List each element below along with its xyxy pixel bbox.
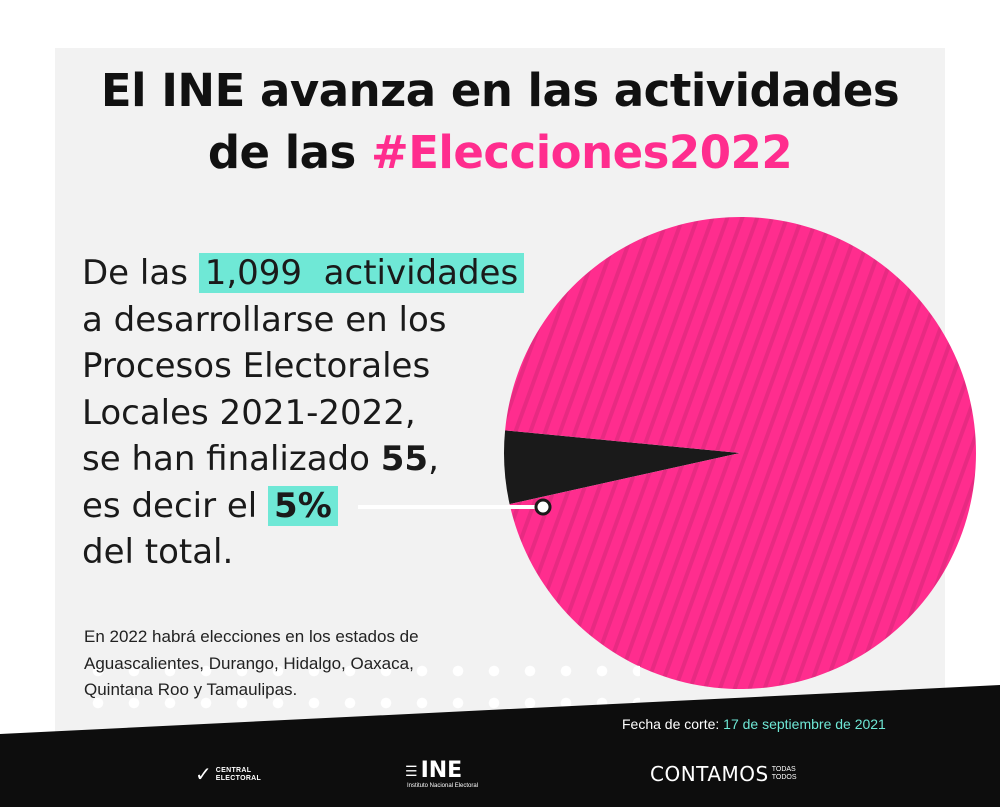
cutoff-date: Fecha de corte: 17 de septiembre de 2021 [622, 716, 886, 732]
finished-count: 55 [380, 439, 429, 479]
title-line-2-prefix: de las [207, 126, 371, 179]
contamos-word: CONTAMOS [650, 762, 769, 786]
footnote: En 2022 habrá elecciones en los estados … [84, 624, 524, 704]
pie-slice-pendientes [505, 216, 976, 689]
title-line-2: de las #Elecciones2022 [55, 122, 945, 184]
cutoff-date-value: 17 de septiembre de 2021 [723, 716, 886, 732]
summary-line-5-post: , [428, 439, 439, 479]
central-electoral-mark-icon: ✓ [195, 764, 212, 786]
total-activities-highlight: 1,099 actividades [198, 253, 525, 293]
title-line-1: El INE avanza en las actividades [100, 64, 900, 117]
ine-name: INE [420, 758, 463, 783]
summary-line-5-pre: se han finalizado [82, 439, 381, 479]
ine-logo: ☰ INE Instituto Nacional Electoral [405, 760, 478, 790]
summary-line-6: es decir el 5% [82, 483, 552, 530]
total-activities-word: actividades [302, 253, 519, 293]
central-electoral-line-2: ELECTORAL [215, 775, 262, 782]
summary-line-3: Procesos Electorales [82, 346, 431, 386]
summary-line-5: se han finalizado 55, [82, 436, 552, 483]
summary-text: De las 1,099 actividades a desarrollarse… [82, 250, 552, 576]
total-activities-value: 1,099 [204, 253, 303, 293]
percentage-highlight: 5% [268, 485, 338, 526]
ine-mark-icon: ☰ [405, 763, 418, 779]
page-title: El INE avanza en las actividades de las … [55, 60, 945, 184]
callout-dot [534, 498, 552, 516]
central-electoral-line-1: CENTRAL [215, 767, 252, 774]
summary-line-7: del total. [82, 532, 234, 572]
summary-line-1: De las 1,099 actividades [82, 250, 552, 297]
footnote-line-2: Aguascalientes, Durango, Hidalgo, Oaxaca… [84, 653, 414, 673]
summary-line-2: a desarrollarse en los [82, 299, 447, 340]
central-electoral-logo: ✓ CENTRAL ELECTORAL [195, 765, 261, 785]
footnote-line-1: En 2022 habrá elecciones en los estados … [84, 627, 419, 646]
footnote-line-3: Quintana Roo y Tamaulipas. [84, 680, 298, 699]
contamos-todos: TODOS [771, 774, 797, 781]
summary-line-6-pre: es decir el [82, 485, 269, 526]
ine-subtitle: Instituto Nacional Electoral [407, 783, 479, 789]
summary-line-4: Locales 2021-2022, [82, 392, 416, 433]
contamos-logo: CONTAMOS TODAS TODOS [650, 763, 796, 785]
pie-slice-finalizadas [504, 430, 740, 505]
summary-pre: De las [82, 253, 199, 293]
contamos-todas: TODAS [771, 766, 796, 773]
cutoff-label: Fecha de corte: [622, 716, 724, 732]
title-hashtag: #Elecciones2022 [370, 126, 793, 179]
